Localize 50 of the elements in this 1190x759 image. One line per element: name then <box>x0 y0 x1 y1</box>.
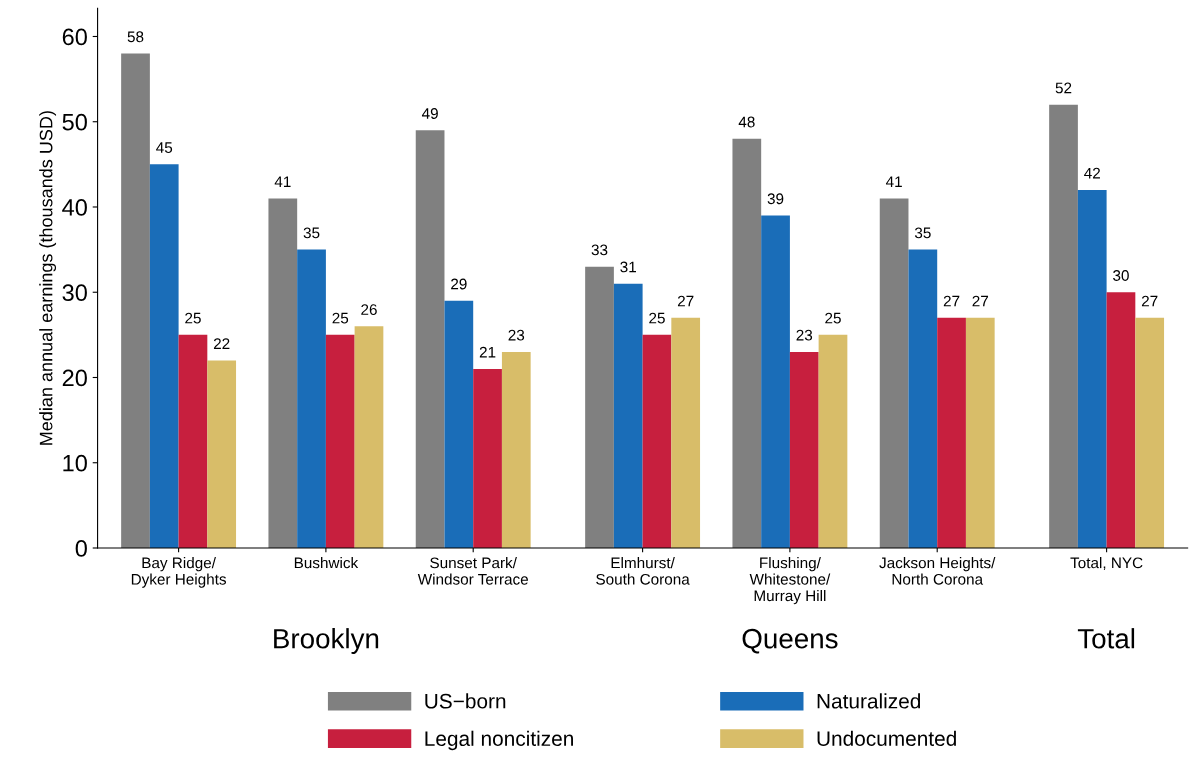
x-tick-label: Flushing/ Whitestone/ Murray Hill <box>749 557 831 605</box>
data-label: 27 <box>1141 295 1158 307</box>
data-label: 22 <box>213 338 230 349</box>
y-tick-label: 50 <box>62 113 87 131</box>
text: Brooklyn <box>274 628 379 654</box>
legend-label: Legal noncitizen <box>425 730 573 751</box>
data-label: 26 <box>361 304 377 315</box>
data-label: 45 <box>156 142 173 154</box>
x-tick-label: Total, NYC <box>1070 557 1143 571</box>
data-label: 25 <box>332 312 349 324</box>
legend-label: Naturalized <box>817 693 921 709</box>
data-label: 58 <box>127 31 144 43</box>
y-tick-label: 20 <box>62 369 87 387</box>
data-label: 27 <box>972 295 989 307</box>
data-label: 52 <box>1055 82 1072 94</box>
legend-label: US−born <box>425 693 506 709</box>
data-label: 30 <box>1113 270 1129 281</box>
x-tick-label: Bay Ridge/ Dyker Heights <box>131 557 227 588</box>
y-tick-label: 60 <box>62 28 87 46</box>
data-label: 23 <box>796 329 813 341</box>
data-label: 31 <box>620 261 636 273</box>
y-tick-label: 0 <box>75 540 87 557</box>
x-tick-label: Bushwick <box>294 557 359 569</box>
data-label: 49 <box>421 108 438 119</box>
data-label: 21 <box>479 346 496 358</box>
y-axis-title: Median annual earnings (thousands USD) <box>39 111 57 445</box>
data-label: 23 <box>508 329 525 341</box>
y-tick-label: 30 <box>62 284 87 302</box>
text: Total <box>1077 628 1135 649</box>
y-tick-label: 10 <box>63 454 87 472</box>
data-label: 41 <box>885 176 902 187</box>
data-label: 25 <box>649 312 665 324</box>
data-label: 27 <box>677 295 694 307</box>
data-label: 29 <box>451 278 467 290</box>
x-tick-label: Elmhurst/ South Corona <box>596 557 690 585</box>
text: Queens <box>742 628 838 654</box>
data-label: 41 <box>274 176 291 187</box>
y-tick-label: 40 <box>62 199 87 216</box>
data-label: 39 <box>767 193 784 205</box>
data-label: 33 <box>591 244 608 256</box>
data-label: 35 <box>303 227 320 239</box>
x-tick-label: Jackson Heights/ North Corona <box>879 557 996 585</box>
x-tick-label: Sunset Park/ Windsor Terrace <box>417 557 528 585</box>
data-label: 48 <box>738 116 755 128</box>
legend-label: Undocumented <box>817 730 956 747</box>
data-label: 25 <box>825 312 841 324</box>
data-label: 42 <box>1084 167 1100 179</box>
data-label: 25 <box>185 312 201 324</box>
data-label: 27 <box>943 295 960 307</box>
data-label: 35 <box>914 227 931 239</box>
